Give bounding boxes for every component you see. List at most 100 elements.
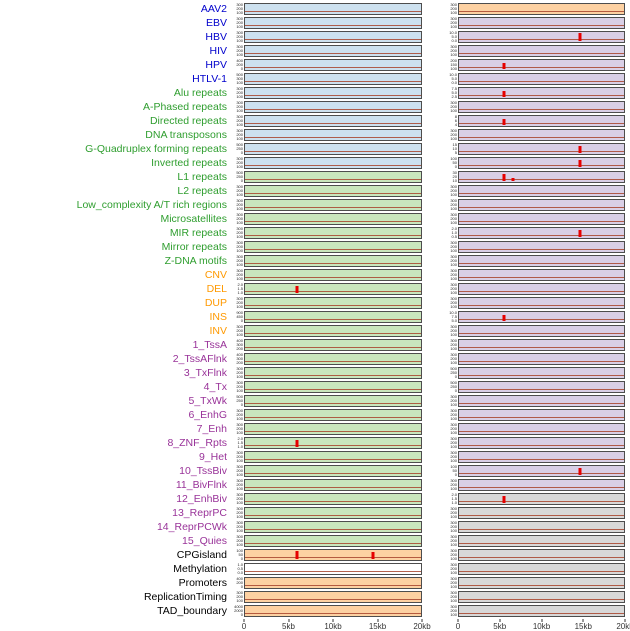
y-tick-label: 100 [450, 612, 457, 617]
y-tick-label: 200 [450, 538, 457, 543]
y-tick-label: 500 [450, 367, 457, 371]
right-track-panel [458, 241, 625, 253]
y-tick-label: 300 [450, 45, 457, 49]
baseline-trace [245, 25, 421, 27]
baseline-trace [245, 319, 421, 321]
x-axis-tick-label: 10kb [324, 622, 342, 631]
y-tick-label: 150 [450, 62, 457, 67]
left-track-panel [244, 115, 422, 127]
y-tick-label: 200 [450, 398, 457, 403]
y-tick-label: 100 [236, 486, 243, 491]
y-tick-label: 300 [236, 591, 243, 595]
y-tick-label: 200 [450, 244, 457, 249]
row-label: Z-DNA motifs [164, 254, 227, 267]
baseline-trace [459, 263, 624, 265]
baseline-trace [245, 403, 421, 405]
y-tick-label: 0 [240, 318, 243, 323]
left-track-panel [244, 325, 422, 337]
y-tick-label: 100 [450, 192, 457, 197]
x-axis-tick-label: 15kb [368, 622, 387, 631]
y-tick-label: 100 [236, 514, 243, 519]
left-track-panel [244, 59, 422, 71]
y-tick-label: 200 [450, 566, 457, 571]
y-tick-label: 100 [450, 458, 457, 463]
y-tick-label: 100 [450, 108, 457, 113]
right-track-panel [458, 227, 625, 239]
y-tick-label: 300 [450, 101, 457, 105]
signal-spike [578, 230, 582, 237]
y-tick-label: 2.0 [237, 437, 243, 441]
y-tick-label: 200 [236, 118, 243, 123]
row-label: MIR repeats [169, 226, 227, 239]
baseline-trace [459, 515, 624, 517]
left-y-axis-ticks: 1.0 0.5 0.0 [230, 563, 244, 575]
row-label: Microsatellites [160, 212, 227, 225]
right-y-axis-ticks: 500 250 0 [444, 381, 458, 393]
y-tick-label: 900 [236, 311, 243, 315]
y-tick-label: 300 [450, 549, 457, 553]
y-tick-label: 250 [450, 370, 457, 375]
right-track-panel [458, 283, 625, 295]
y-tick-label: 100 [450, 248, 457, 253]
baseline-trace [459, 473, 624, 475]
y-tick-label: 100 [450, 10, 457, 15]
baseline-trace [245, 249, 421, 251]
baseline-trace [245, 347, 421, 349]
y-tick-label: 100 [236, 108, 243, 113]
y-tick-label: 300 [450, 563, 457, 567]
right-track-panel [458, 395, 625, 407]
y-tick-label: 300 [450, 297, 457, 301]
y-tick-label: 0 [240, 402, 243, 407]
right-track-panel [458, 507, 625, 519]
baseline-trace [245, 515, 421, 517]
y-tick-label: 300 [236, 465, 243, 469]
signal-spike [578, 146, 582, 153]
y-tick-label: 200 [450, 59, 457, 63]
baseline-trace [245, 375, 421, 377]
y-tick-label: 200 [450, 258, 457, 263]
y-tick-label: 100 [236, 234, 243, 239]
baseline-trace [459, 459, 624, 461]
baseline-trace [459, 445, 624, 447]
y-tick-label: 200 [450, 104, 457, 109]
right-y-axis-ticks: 3020100 [444, 171, 458, 183]
baseline-trace [245, 305, 421, 307]
baseline-trace [459, 109, 624, 111]
baseline-trace [245, 235, 421, 237]
left-track-panel [244, 381, 422, 393]
row-label: EBV [205, 16, 227, 29]
track-row: 10_TssBiv3002001000100500 [0, 464, 630, 478]
y-tick-label: 300 [450, 353, 457, 357]
y-tick-label: 300 [236, 185, 243, 189]
left-track-panel [244, 45, 422, 57]
y-tick-label: 100 [450, 220, 457, 225]
x-axis-tick-label: 0 [455, 622, 461, 631]
left-y-axis-ticks: 2.01.51.00.5 [230, 283, 244, 295]
right-track-panel [458, 269, 625, 281]
right-track-panel [458, 535, 625, 547]
y-tick-label: 100 [236, 472, 243, 477]
left-y-axis-ticks: 400 200 0 [230, 577, 244, 589]
y-tick-label: 300 [236, 479, 243, 483]
right-track-panel [458, 143, 625, 155]
baseline-trace [459, 53, 624, 55]
row-label: CNV [204, 268, 227, 281]
right-track-panel [458, 199, 625, 211]
y-tick-label: 200 [450, 482, 457, 487]
left-track-panel [244, 591, 422, 603]
y-tick-label: 100 [450, 416, 457, 421]
y-tick-label: 300 [236, 213, 243, 217]
y-tick-label: 400 [236, 353, 243, 357]
y-tick-label: 200 [450, 440, 457, 445]
y-tick-label: 20 [452, 174, 457, 179]
y-tick-label: 100 [450, 360, 457, 365]
right-track-panel [458, 101, 625, 113]
y-tick-label: 100 [450, 66, 457, 71]
